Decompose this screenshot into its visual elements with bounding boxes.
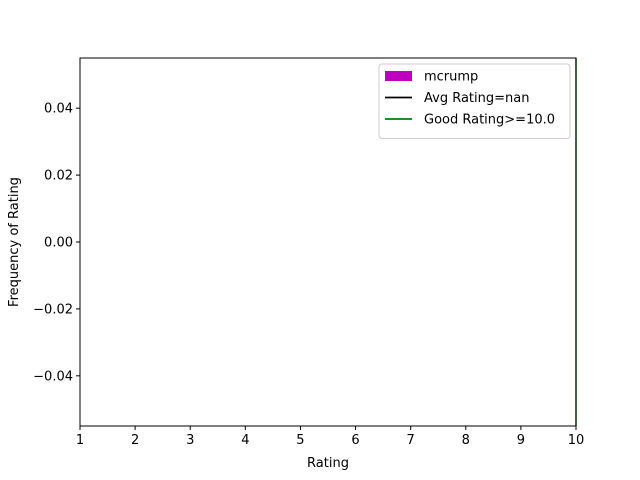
x-tick-label: 8 <box>462 433 470 448</box>
x-tick-label: 9 <box>517 433 525 448</box>
legend-swatch-0 <box>385 71 412 81</box>
x-axis-label: Rating <box>307 456 349 471</box>
x-axis-ticks: 1 2 3 4 5 6 7 8 9 10 <box>76 426 584 448</box>
legend-label-2: Good Rating>=10.0 <box>424 113 555 128</box>
y-tick-label: −0.02 <box>33 302 73 317</box>
y-tick-label: 0.04 <box>44 102 73 117</box>
x-tick-label: 4 <box>241 433 249 448</box>
y-tick-label: −0.04 <box>33 369 73 384</box>
legend-label-1: Avg Rating=nan <box>424 91 529 106</box>
y-tick-label: 0.02 <box>44 169 73 184</box>
y-tick-label: 0.00 <box>44 236 73 251</box>
x-tick-label: 3 <box>186 433 194 448</box>
y-axis-ticks: 0.04 0.02 0.00 −0.02 −0.04 <box>33 102 80 384</box>
legend: mcrump Avg Rating=nan Good Rating>=10.0 <box>378 63 571 139</box>
x-tick-label: 5 <box>296 433 304 448</box>
y-axis-label: Frequency of Rating <box>7 177 22 307</box>
x-tick-label: 10 <box>568 433 585 448</box>
x-tick-label: 1 <box>76 433 84 448</box>
x-tick-label: 7 <box>407 433 415 448</box>
x-tick-label: 2 <box>131 433 139 448</box>
x-tick-label: 6 <box>351 433 359 448</box>
legend-label-0: mcrump <box>424 70 478 85</box>
legend-box <box>378 63 571 139</box>
